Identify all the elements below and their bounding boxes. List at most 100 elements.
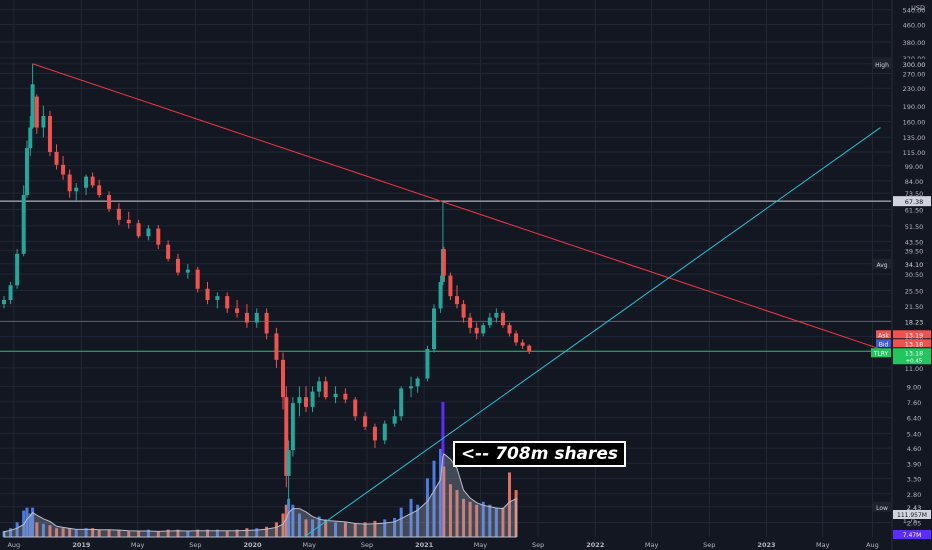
candle-body <box>514 333 519 343</box>
volume-bar <box>353 523 357 537</box>
candle-body <box>215 296 220 301</box>
ticker-tag <box>871 348 891 358</box>
candle-body <box>84 176 89 188</box>
volume-bar <box>265 526 269 537</box>
time-tick-label: 2022 <box>586 541 604 549</box>
level-18-value: 18.23 <box>905 318 924 326</box>
volume-bar <box>373 520 377 537</box>
volume-bar <box>448 484 452 537</box>
volume-bar <box>117 529 121 537</box>
volume-bar <box>432 460 436 537</box>
volume-bar <box>462 498 466 537</box>
price-tick-label: 6.40 <box>907 415 921 423</box>
price-tick-label: 51.50 <box>905 223 924 231</box>
ask-tag-label: Ask <box>878 332 889 339</box>
candle-body <box>30 84 35 128</box>
price-tick-label: 380.00 <box>903 39 926 47</box>
volume-bar <box>91 528 95 537</box>
candle-body <box>175 258 180 273</box>
price-tick-label: 11.00 <box>905 365 924 373</box>
candle-body <box>382 423 387 441</box>
candle-body <box>425 349 430 379</box>
volume-bar <box>9 528 13 537</box>
price-tick-label: 61.50 <box>905 207 924 215</box>
price-axis <box>892 0 932 550</box>
candle-body <box>363 416 368 427</box>
candle-body <box>244 312 249 323</box>
high-box <box>893 58 931 69</box>
volume-bar <box>215 529 219 537</box>
candle-body <box>520 342 525 346</box>
volume-bar <box>206 529 210 537</box>
candle-body <box>500 312 505 326</box>
volume-bar <box>324 519 328 537</box>
volume-bar <box>488 504 492 537</box>
volume-ma-area <box>3 452 517 538</box>
volume-bar <box>245 528 249 537</box>
time-tick-label: May <box>131 541 145 549</box>
ask-tag <box>876 330 891 339</box>
volume-bar <box>41 523 45 537</box>
candle-body <box>205 288 210 301</box>
candle-body <box>392 416 397 424</box>
candle-body <box>195 269 200 289</box>
candle-body <box>146 228 151 237</box>
volume-bar <box>481 501 485 537</box>
candle-body <box>303 397 308 407</box>
candle-body <box>61 164 66 175</box>
candle-body <box>441 249 446 276</box>
price-tick-label: 30.50 <box>905 271 924 279</box>
candle-body <box>415 378 420 387</box>
price-tick-label: 4.60 <box>907 445 921 453</box>
candle-body <box>317 381 322 392</box>
volume-bar <box>284 504 288 537</box>
volume-bar <box>74 529 78 537</box>
candle-body <box>47 116 52 152</box>
time-tick-label: Aug <box>7 541 20 549</box>
volume-bar <box>176 529 180 537</box>
high-tag-label: High <box>875 62 889 69</box>
candle-body <box>274 333 279 360</box>
low-value: 2.43 <box>907 504 921 512</box>
currency-label: USD <box>911 4 925 12</box>
candle-body <box>290 403 295 451</box>
last-price-box <box>893 348 931 365</box>
bid-box <box>893 339 931 348</box>
time-tick-label: Sep <box>532 541 544 549</box>
volume-bar <box>399 507 403 537</box>
price-tick-label: 160.00 <box>903 119 926 127</box>
price-tick-label: 135.00 <box>903 134 926 142</box>
candle-body <box>156 228 161 245</box>
low-tag <box>873 501 891 512</box>
volume-ma-value: 111.957M <box>897 512 927 519</box>
avg-box <box>893 258 931 269</box>
candle-body <box>28 127 33 149</box>
volume-bar <box>127 531 131 537</box>
price-tick-label: 115.00 <box>903 149 926 157</box>
level-67-box <box>893 196 931 207</box>
volume-bar <box>393 517 397 537</box>
candle-body <box>399 388 404 417</box>
time-tick-label: 2023 <box>757 541 775 549</box>
candle-body <box>448 275 453 297</box>
candle-body <box>284 397 289 476</box>
candle-body <box>323 381 328 398</box>
candle-body <box>235 308 240 313</box>
price-tick-label: 73.50 <box>905 190 924 198</box>
volume-bar <box>186 531 190 537</box>
candle-body <box>432 308 437 350</box>
candle-body <box>310 391 315 407</box>
bid-value: 13.18 <box>905 340 924 348</box>
volume-bar <box>156 531 160 537</box>
volume-bar <box>297 513 301 537</box>
candle-body <box>166 244 171 259</box>
time-tick-label: May <box>816 541 830 549</box>
candle-body <box>34 96 39 128</box>
volume-bar <box>501 507 505 537</box>
candle-body <box>494 312 499 318</box>
volume-bar <box>508 472 512 537</box>
volume-bar <box>35 522 39 537</box>
candle-body <box>481 325 486 334</box>
time-tick-label: Aug <box>866 541 879 549</box>
